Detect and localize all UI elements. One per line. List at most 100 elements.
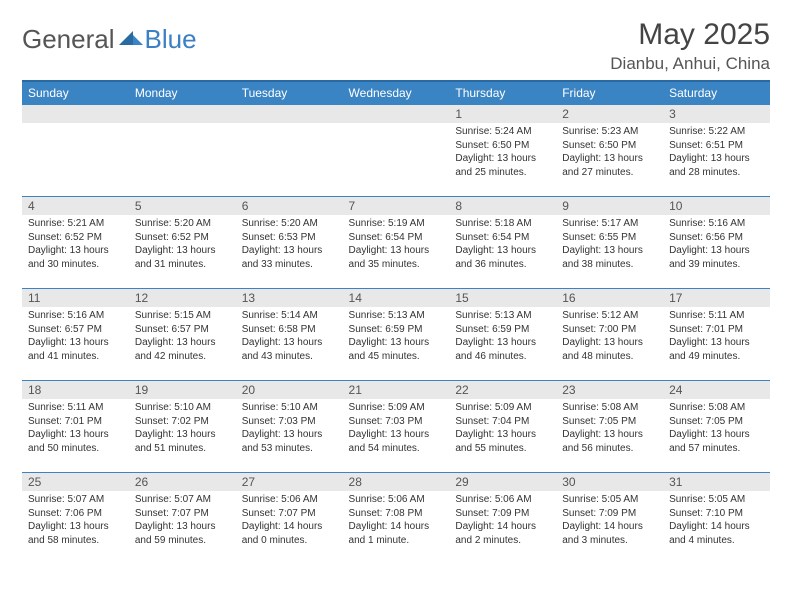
- calendar-day-cell: [129, 105, 236, 197]
- day-number: 10: [663, 197, 770, 215]
- calendar-week-row: 11Sunrise: 5:16 AMSunset: 6:57 PMDayligh…: [22, 289, 770, 381]
- sunrise-text: Sunrise: 5:09 AM: [455, 401, 550, 415]
- sunset-text: Sunset: 7:10 PM: [669, 507, 764, 521]
- daylight-text: Daylight: 14 hours and 0 minutes.: [242, 520, 337, 547]
- calendar-day-cell: 7Sunrise: 5:19 AMSunset: 6:54 PMDaylight…: [343, 197, 450, 289]
- calendar-day-cell: 10Sunrise: 5:16 AMSunset: 6:56 PMDayligh…: [663, 197, 770, 289]
- sunset-text: Sunset: 7:08 PM: [349, 507, 444, 521]
- day-details: Sunrise: 5:21 AMSunset: 6:52 PMDaylight:…: [22, 215, 129, 275]
- calendar-day-cell: [343, 105, 450, 197]
- daylight-text: Daylight: 13 hours and 35 minutes.: [349, 244, 444, 271]
- daylight-text: Daylight: 13 hours and 46 minutes.: [455, 336, 550, 363]
- sunrise-text: Sunrise: 5:11 AM: [28, 401, 123, 415]
- calendar-day-cell: 29Sunrise: 5:06 AMSunset: 7:09 PMDayligh…: [449, 473, 556, 565]
- daylight-text: Daylight: 14 hours and 2 minutes.: [455, 520, 550, 547]
- day-number: [236, 105, 343, 123]
- sunset-text: Sunset: 7:02 PM: [135, 415, 230, 429]
- day-details: Sunrise: 5:13 AMSunset: 6:59 PMDaylight:…: [449, 307, 556, 367]
- day-details: Sunrise: 5:05 AMSunset: 7:10 PMDaylight:…: [663, 491, 770, 551]
- calendar-day-cell: 19Sunrise: 5:10 AMSunset: 7:02 PMDayligh…: [129, 381, 236, 473]
- day-details: Sunrise: 5:10 AMSunset: 7:03 PMDaylight:…: [236, 399, 343, 459]
- calendar-day-cell: 14Sunrise: 5:13 AMSunset: 6:59 PMDayligh…: [343, 289, 450, 381]
- day-details: Sunrise: 5:16 AMSunset: 6:56 PMDaylight:…: [663, 215, 770, 275]
- calendar-day-cell: 22Sunrise: 5:09 AMSunset: 7:04 PMDayligh…: [449, 381, 556, 473]
- sunrise-text: Sunrise: 5:18 AM: [455, 217, 550, 231]
- day-number: 19: [129, 381, 236, 399]
- day-number: [22, 105, 129, 123]
- calendar-day-cell: 20Sunrise: 5:10 AMSunset: 7:03 PMDayligh…: [236, 381, 343, 473]
- daylight-text: Daylight: 13 hours and 31 minutes.: [135, 244, 230, 271]
- day-details: Sunrise: 5:17 AMSunset: 6:55 PMDaylight:…: [556, 215, 663, 275]
- sunset-text: Sunset: 6:56 PM: [669, 231, 764, 245]
- sunrise-text: Sunrise: 5:15 AM: [135, 309, 230, 323]
- sunrise-text: Sunrise: 5:20 AM: [242, 217, 337, 231]
- sunset-text: Sunset: 6:59 PM: [349, 323, 444, 337]
- daylight-text: Daylight: 13 hours and 33 minutes.: [242, 244, 337, 271]
- day-number: 24: [663, 381, 770, 399]
- sunrise-text: Sunrise: 5:06 AM: [242, 493, 337, 507]
- day-details: Sunrise: 5:22 AMSunset: 6:51 PMDaylight:…: [663, 123, 770, 183]
- day-details: Sunrise: 5:10 AMSunset: 7:02 PMDaylight:…: [129, 399, 236, 459]
- daylight-text: Daylight: 13 hours and 58 minutes.: [28, 520, 123, 547]
- sunset-text: Sunset: 6:59 PM: [455, 323, 550, 337]
- calendar-day-cell: 26Sunrise: 5:07 AMSunset: 7:07 PMDayligh…: [129, 473, 236, 565]
- daylight-text: Daylight: 13 hours and 54 minutes.: [349, 428, 444, 455]
- day-number: 17: [663, 289, 770, 307]
- daylight-text: Daylight: 13 hours and 49 minutes.: [669, 336, 764, 363]
- calendar-day-cell: 28Sunrise: 5:06 AMSunset: 7:08 PMDayligh…: [343, 473, 450, 565]
- calendar-day-cell: 21Sunrise: 5:09 AMSunset: 7:03 PMDayligh…: [343, 381, 450, 473]
- day-number: 16: [556, 289, 663, 307]
- sunset-text: Sunset: 6:50 PM: [562, 139, 657, 153]
- sunset-text: Sunset: 7:05 PM: [669, 415, 764, 429]
- sunrise-text: Sunrise: 5:16 AM: [28, 309, 123, 323]
- calendar-day-cell: 25Sunrise: 5:07 AMSunset: 7:06 PMDayligh…: [22, 473, 129, 565]
- daylight-text: Daylight: 13 hours and 28 minutes.: [669, 152, 764, 179]
- day-number: 30: [556, 473, 663, 491]
- sunrise-text: Sunrise: 5:06 AM: [349, 493, 444, 507]
- sunset-text: Sunset: 6:52 PM: [135, 231, 230, 245]
- calendar-week-row: 1Sunrise: 5:24 AMSunset: 6:50 PMDaylight…: [22, 105, 770, 197]
- day-number: 8: [449, 197, 556, 215]
- sunrise-text: Sunrise: 5:10 AM: [135, 401, 230, 415]
- daylight-text: Daylight: 14 hours and 3 minutes.: [562, 520, 657, 547]
- location: Dianbu, Anhui, China: [610, 54, 770, 74]
- sunrise-text: Sunrise: 5:13 AM: [349, 309, 444, 323]
- calendar-week-row: 25Sunrise: 5:07 AMSunset: 7:06 PMDayligh…: [22, 473, 770, 565]
- daylight-text: Daylight: 14 hours and 4 minutes.: [669, 520, 764, 547]
- day-number: 15: [449, 289, 556, 307]
- day-details: Sunrise: 5:09 AMSunset: 7:03 PMDaylight:…: [343, 399, 450, 459]
- weekday-header: Thursday: [449, 81, 556, 105]
- day-details: Sunrise: 5:23 AMSunset: 6:50 PMDaylight:…: [556, 123, 663, 183]
- weekday-header: Friday: [556, 81, 663, 105]
- calendar-day-cell: 16Sunrise: 5:12 AMSunset: 7:00 PMDayligh…: [556, 289, 663, 381]
- day-number: 27: [236, 473, 343, 491]
- calendar-day-cell: 24Sunrise: 5:08 AMSunset: 7:05 PMDayligh…: [663, 381, 770, 473]
- day-number: 22: [449, 381, 556, 399]
- daylight-text: Daylight: 13 hours and 55 minutes.: [455, 428, 550, 455]
- sunrise-text: Sunrise: 5:05 AM: [669, 493, 764, 507]
- daylight-text: Daylight: 13 hours and 41 minutes.: [28, 336, 123, 363]
- day-number: 4: [22, 197, 129, 215]
- day-details: Sunrise: 5:08 AMSunset: 7:05 PMDaylight:…: [556, 399, 663, 459]
- sunset-text: Sunset: 6:53 PM: [242, 231, 337, 245]
- sunset-text: Sunset: 7:07 PM: [242, 507, 337, 521]
- sunset-text: Sunset: 6:54 PM: [455, 231, 550, 245]
- day-details: Sunrise: 5:08 AMSunset: 7:05 PMDaylight:…: [663, 399, 770, 459]
- sunset-text: Sunset: 6:54 PM: [349, 231, 444, 245]
- daylight-text: Daylight: 13 hours and 56 minutes.: [562, 428, 657, 455]
- day-details: Sunrise: 5:11 AMSunset: 7:01 PMDaylight:…: [22, 399, 129, 459]
- sunset-text: Sunset: 6:50 PM: [455, 139, 550, 153]
- day-number: 13: [236, 289, 343, 307]
- sunrise-text: Sunrise: 5:23 AM: [562, 125, 657, 139]
- day-number: 25: [22, 473, 129, 491]
- day-details: Sunrise: 5:07 AMSunset: 7:06 PMDaylight:…: [22, 491, 129, 551]
- day-details: Sunrise: 5:05 AMSunset: 7:09 PMDaylight:…: [556, 491, 663, 551]
- day-number: [129, 105, 236, 123]
- calendar-day-cell: 6Sunrise: 5:20 AMSunset: 6:53 PMDaylight…: [236, 197, 343, 289]
- day-number: 20: [236, 381, 343, 399]
- calendar-week-row: 18Sunrise: 5:11 AMSunset: 7:01 PMDayligh…: [22, 381, 770, 473]
- sunrise-text: Sunrise: 5:12 AM: [562, 309, 657, 323]
- daylight-text: Daylight: 13 hours and 45 minutes.: [349, 336, 444, 363]
- calendar-day-cell: 31Sunrise: 5:05 AMSunset: 7:10 PMDayligh…: [663, 473, 770, 565]
- day-number: 21: [343, 381, 450, 399]
